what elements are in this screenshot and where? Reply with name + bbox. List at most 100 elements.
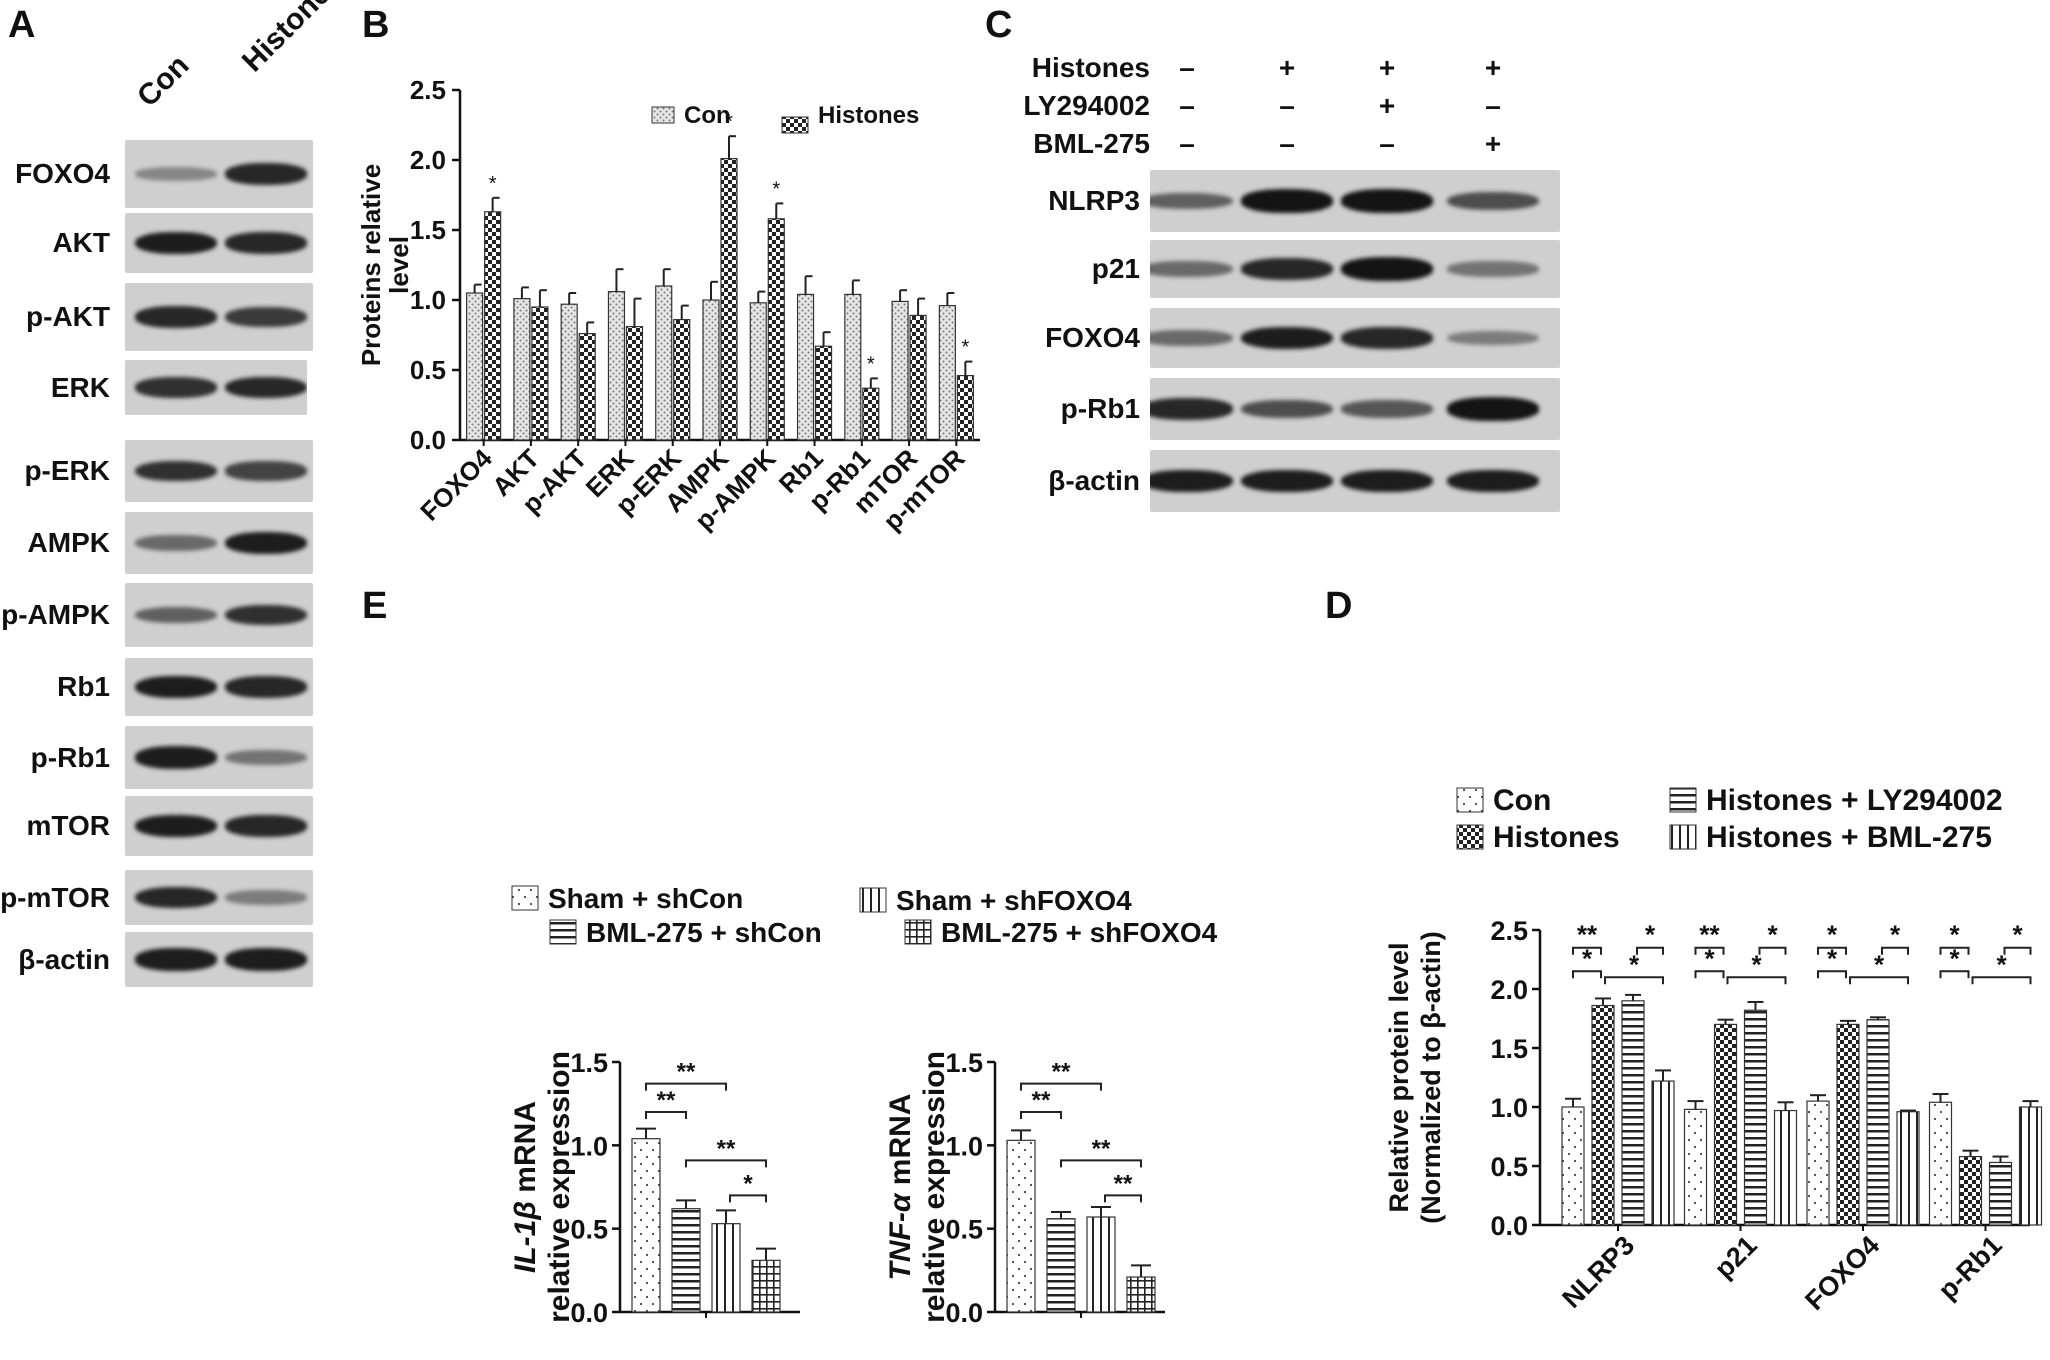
blot-strip <box>125 932 313 987</box>
blot-label: FOXO4 <box>15 158 110 189</box>
significance-mark: * <box>2012 920 2023 950</box>
chart-e: 0.00.51.01.5IL-1β mRNA relative expressio… <box>509 1048 1165 1328</box>
significance-mark: ** <box>657 1087 676 1114</box>
bar <box>1621 1000 1645 1226</box>
treatment-sign: – <box>1179 128 1195 159</box>
blot-band <box>225 232 307 254</box>
blot-band <box>1447 330 1539 346</box>
treatment-sign: – <box>1179 90 1195 121</box>
blot-band <box>225 749 307 766</box>
y-tick-label: 1.5 <box>570 1048 608 1078</box>
significance-bracket <box>1726 976 1787 985</box>
bar <box>1651 1080 1675 1226</box>
panel-e-letter: E <box>362 585 388 627</box>
blot-strip <box>125 283 313 351</box>
blot-band <box>1241 258 1333 280</box>
blot-band <box>1447 191 1539 211</box>
significance-bracket <box>1572 946 1602 955</box>
bar <box>862 387 880 441</box>
y-tick-label: 1.5 <box>1490 1034 1528 1064</box>
significance-bracket <box>1939 946 1970 955</box>
bar <box>938 305 956 441</box>
bar <box>1743 1009 1768 1226</box>
y-axis-label-line2: (Normalized to β-actin) <box>1416 931 1446 1224</box>
legend-label: Histones + LY294002 <box>1706 784 2003 817</box>
blot-band <box>1341 327 1433 349</box>
y-tick-label: 1.0 <box>410 285 446 315</box>
significance-mark: ** <box>1577 920 1598 950</box>
blot-band <box>135 746 217 769</box>
bar <box>1836 1023 1860 1226</box>
bar <box>1683 1108 1708 1226</box>
blot-band <box>1341 189 1433 213</box>
significance-mark: * <box>1751 949 1762 979</box>
significance-bracket <box>1572 970 1602 979</box>
bar <box>844 293 862 441</box>
blot-band <box>225 376 307 399</box>
blot-band <box>225 815 307 837</box>
blot-band <box>1241 469 1333 493</box>
y-tick-label: 2.5 <box>1490 916 1528 946</box>
significance-mark: * <box>867 353 875 375</box>
blot-band <box>135 606 217 624</box>
legend-swatch <box>1456 787 1484 813</box>
significance-bracket <box>1758 946 1787 955</box>
x-tick-label: NLRP3 <box>1556 1230 1640 1314</box>
blot-label: β-actin <box>18 943 110 975</box>
blot-label: p21 <box>1091 253 1140 284</box>
treatment-sign: + <box>1484 52 1502 83</box>
bar <box>631 1138 661 1313</box>
y-tick-label: 0.5 <box>945 1215 983 1245</box>
y-tick-label: 2.0 <box>410 145 446 175</box>
blot-strip <box>1150 378 1560 440</box>
lane-label: Con <box>130 48 196 114</box>
treatment-sign: + <box>1378 90 1396 121</box>
legend-swatch <box>904 919 932 945</box>
blot-label: Rb1 <box>57 671 110 702</box>
significance-bracket <box>1817 970 1847 979</box>
bar <box>625 326 644 441</box>
bar <box>956 375 974 441</box>
bar <box>1086 1216 1116 1313</box>
blot-strip <box>125 726 313 789</box>
blot-label: AMPK <box>27 527 110 558</box>
legend-label: Histones + BML-275 <box>1706 821 1992 854</box>
bar <box>560 303 578 441</box>
bar <box>1958 1155 1983 1226</box>
significance-mark: * <box>1949 920 1960 950</box>
blot-band <box>135 167 217 181</box>
blot-band <box>1150 330 1233 346</box>
treatment-sign: – <box>1279 90 1295 121</box>
blot-strip <box>125 658 313 716</box>
chart-d: 0.0 0.5 1.0 1.5 2.0 2.5 Relative protein level… <box>1384 916 2043 1316</box>
significance-mark: ** <box>1032 1087 1051 1114</box>
significance-mark: * <box>1890 920 1901 950</box>
bar <box>1988 1161 2013 1226</box>
legend-swatch <box>511 885 539 911</box>
blot-band <box>225 604 307 626</box>
significance-mark: ** <box>1114 1170 1133 1197</box>
significance-mark: * <box>1629 949 1640 979</box>
bar <box>655 285 673 441</box>
significance-mark: * <box>1949 943 1960 973</box>
legend-d: Con Histones Histones + LY294002 Histones +… <box>1456 784 2003 854</box>
legend-swatch <box>549 919 577 945</box>
bar <box>578 333 596 441</box>
bar <box>1806 1100 1830 1226</box>
legend-swatch <box>1456 824 1484 850</box>
significance-bracket <box>1636 946 1664 955</box>
legend-label: Histones <box>818 102 919 129</box>
bar <box>1591 1004 1615 1226</box>
significance-bracket <box>1971 976 2032 985</box>
bar <box>513 298 531 441</box>
y-tick-label: 2.0 <box>1490 975 1528 1005</box>
blot-band <box>225 307 307 327</box>
bar <box>814 345 833 441</box>
blot-band <box>1150 398 1233 420</box>
blot-band <box>1447 469 1539 493</box>
blot-band <box>135 306 217 328</box>
treatment-sign: + <box>1278 52 1296 83</box>
blot-strip <box>125 796 313 856</box>
significance-bracket <box>1881 946 1909 955</box>
significance-bracket <box>1020 1082 1102 1091</box>
